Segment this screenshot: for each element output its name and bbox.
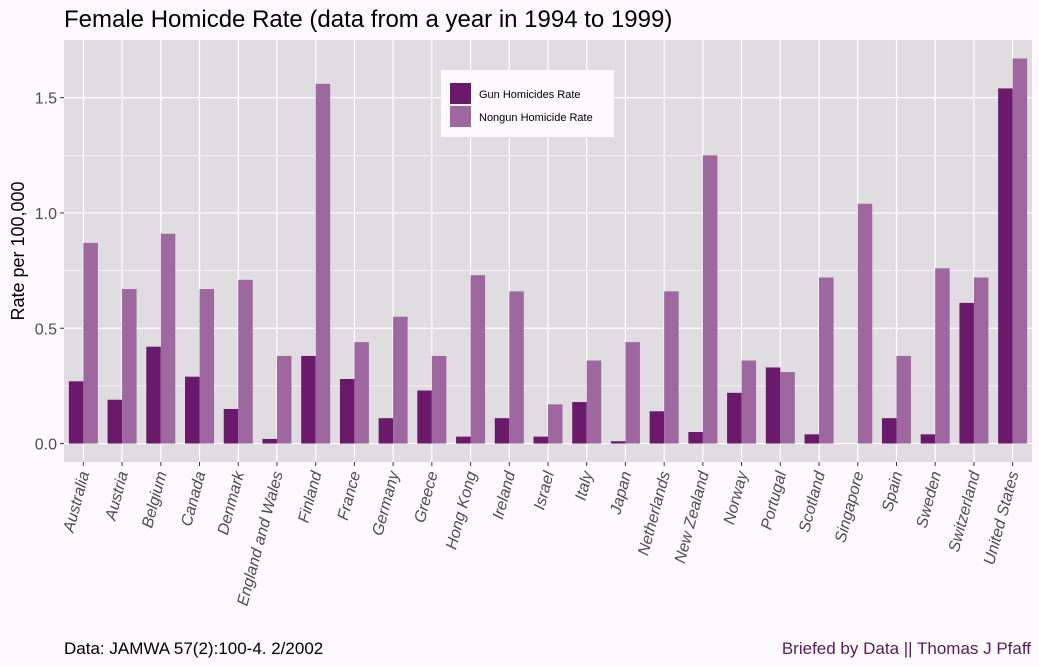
x-axis: Australia Austria Belgium Canada DenmarkEngl… [60, 462, 1023, 608]
bars [68, 58, 1028, 444]
bar-gun-denmark [223, 408, 239, 444]
bar-nongun-belgium [160, 233, 176, 444]
bar-gun-united-states [998, 88, 1013, 444]
x-tick-label: Israel [531, 469, 558, 512]
x-tick-label: Sweden [914, 470, 945, 530]
x-tick-label: Italy [573, 469, 597, 503]
bar-gun-new-zealand [688, 432, 703, 444]
bar-nongun-greece [431, 355, 447, 444]
bar-gun-austria [107, 399, 123, 444]
bar-nongun-japan [625, 342, 640, 444]
bar-gun-norway [727, 392, 742, 444]
x-tick-label: Scotland [796, 469, 829, 535]
bar-nongun-austria [122, 289, 137, 444]
legend-label: Nongun Homicide Rate [479, 112, 593, 124]
bar-gun-switzerland [959, 302, 974, 444]
bar-nongun-new-zealand [702, 155, 718, 444]
bar-gun-france [339, 378, 355, 444]
legend-label: Gun Homicides Rate [479, 89, 581, 101]
data-source-caption: Data: JAMWA 57(2):100-4. 2/2002 [64, 639, 324, 658]
x-tick-label: Japan [607, 470, 635, 518]
bar-nongun-australia [83, 242, 98, 444]
bar-gun-germany [378, 418, 394, 444]
x-tick-label: Denmark [215, 469, 248, 537]
bar-nongun-switzerland [973, 277, 989, 444]
bar-nongun-france [354, 342, 369, 444]
bar-gun-australia [68, 381, 84, 444]
bar-gun-israel [533, 436, 548, 444]
bar-nongun-england-and-wales [276, 355, 292, 444]
bar-nongun-portugal [780, 372, 795, 444]
bar-gun-finland [301, 355, 316, 444]
x-tick-label: Canada [178, 470, 209, 529]
x-tick-label: Spain [879, 470, 906, 514]
bar-nongun-netherlands [664, 291, 679, 444]
x-tick-label: Greece [412, 470, 442, 525]
y-axis: 0.0 0.5 1.0 1.5 [35, 91, 64, 454]
bar-gun-greece [417, 390, 432, 444]
x-tick-label: Portugal [758, 469, 790, 531]
bar-gun-hong-kong [456, 436, 471, 444]
x-tick-label: Netherlands [635, 470, 674, 558]
x-tick-label: Belgium [139, 470, 170, 530]
bar-nongun-germany [393, 316, 408, 444]
bar-gun-ireland [494, 418, 510, 444]
x-tick-label: Finland [296, 469, 326, 525]
legend-key-nongun [450, 106, 471, 127]
x-tick-label: Singapore [832, 470, 867, 545]
bar-gun-spain [881, 418, 897, 444]
bar-nongun-denmark [238, 279, 253, 444]
bar-gun-portugal [765, 367, 781, 444]
bar-gun-canada [185, 376, 200, 444]
y-tick-label: 0.5 [35, 321, 57, 338]
bar-nongun-ireland [509, 291, 524, 444]
chart-title: Female Homicde Rate (data from a year in… [64, 6, 672, 33]
bar-nongun-scotland [819, 277, 834, 444]
x-tick-label: United States [981, 470, 1022, 567]
bar-gun-sweden [920, 434, 936, 444]
bar-gun-japan [610, 441, 626, 444]
x-tick-label: Hong Kong [443, 470, 480, 552]
bar-nongun-united-states [1012, 58, 1028, 444]
bar-gun-scotland [804, 434, 820, 444]
bar-nongun-norway [741, 360, 757, 444]
legend: Gun Homicides Rate Nongun Homicide Rate [441, 70, 614, 137]
x-tick-label: Ireland [490, 469, 519, 522]
x-tick-label: New Zealand [672, 469, 713, 566]
y-tick-label: 1.0 [35, 206, 57, 223]
bar-nongun-italy [586, 360, 602, 444]
bar-gun-belgium [146, 346, 161, 444]
x-tick-label: Switzerland [946, 469, 984, 554]
x-tick-label: Australia [60, 470, 93, 536]
y-axis-label: Rate per 100,000 [8, 181, 28, 320]
bar-gun-italy [572, 402, 587, 444]
bar-nongun-sweden [935, 268, 950, 444]
x-tick-label: Austria [102, 470, 132, 524]
x-tick-label: Germany [370, 469, 404, 538]
bar-nongun-finland [315, 83, 331, 444]
bar-gun-netherlands [649, 411, 665, 444]
bar-nongun-spain [896, 355, 911, 444]
bar-gun-england-and-wales [262, 438, 277, 444]
bar-nongun-canada [199, 289, 215, 444]
x-tick-label: Norway [721, 469, 752, 527]
bar-nongun-singapore [857, 203, 873, 444]
x-tick-label: France [335, 470, 364, 523]
legend-key-gun [450, 83, 471, 104]
credit-caption: Briefed by Data || Thomas J Pfaff [781, 639, 1031, 658]
y-tick-label: 1.5 [35, 91, 57, 108]
bar-nongun-israel [548, 404, 563, 444]
bar-nongun-hong-kong [470, 275, 486, 444]
y-tick-label: 0.0 [35, 437, 57, 454]
